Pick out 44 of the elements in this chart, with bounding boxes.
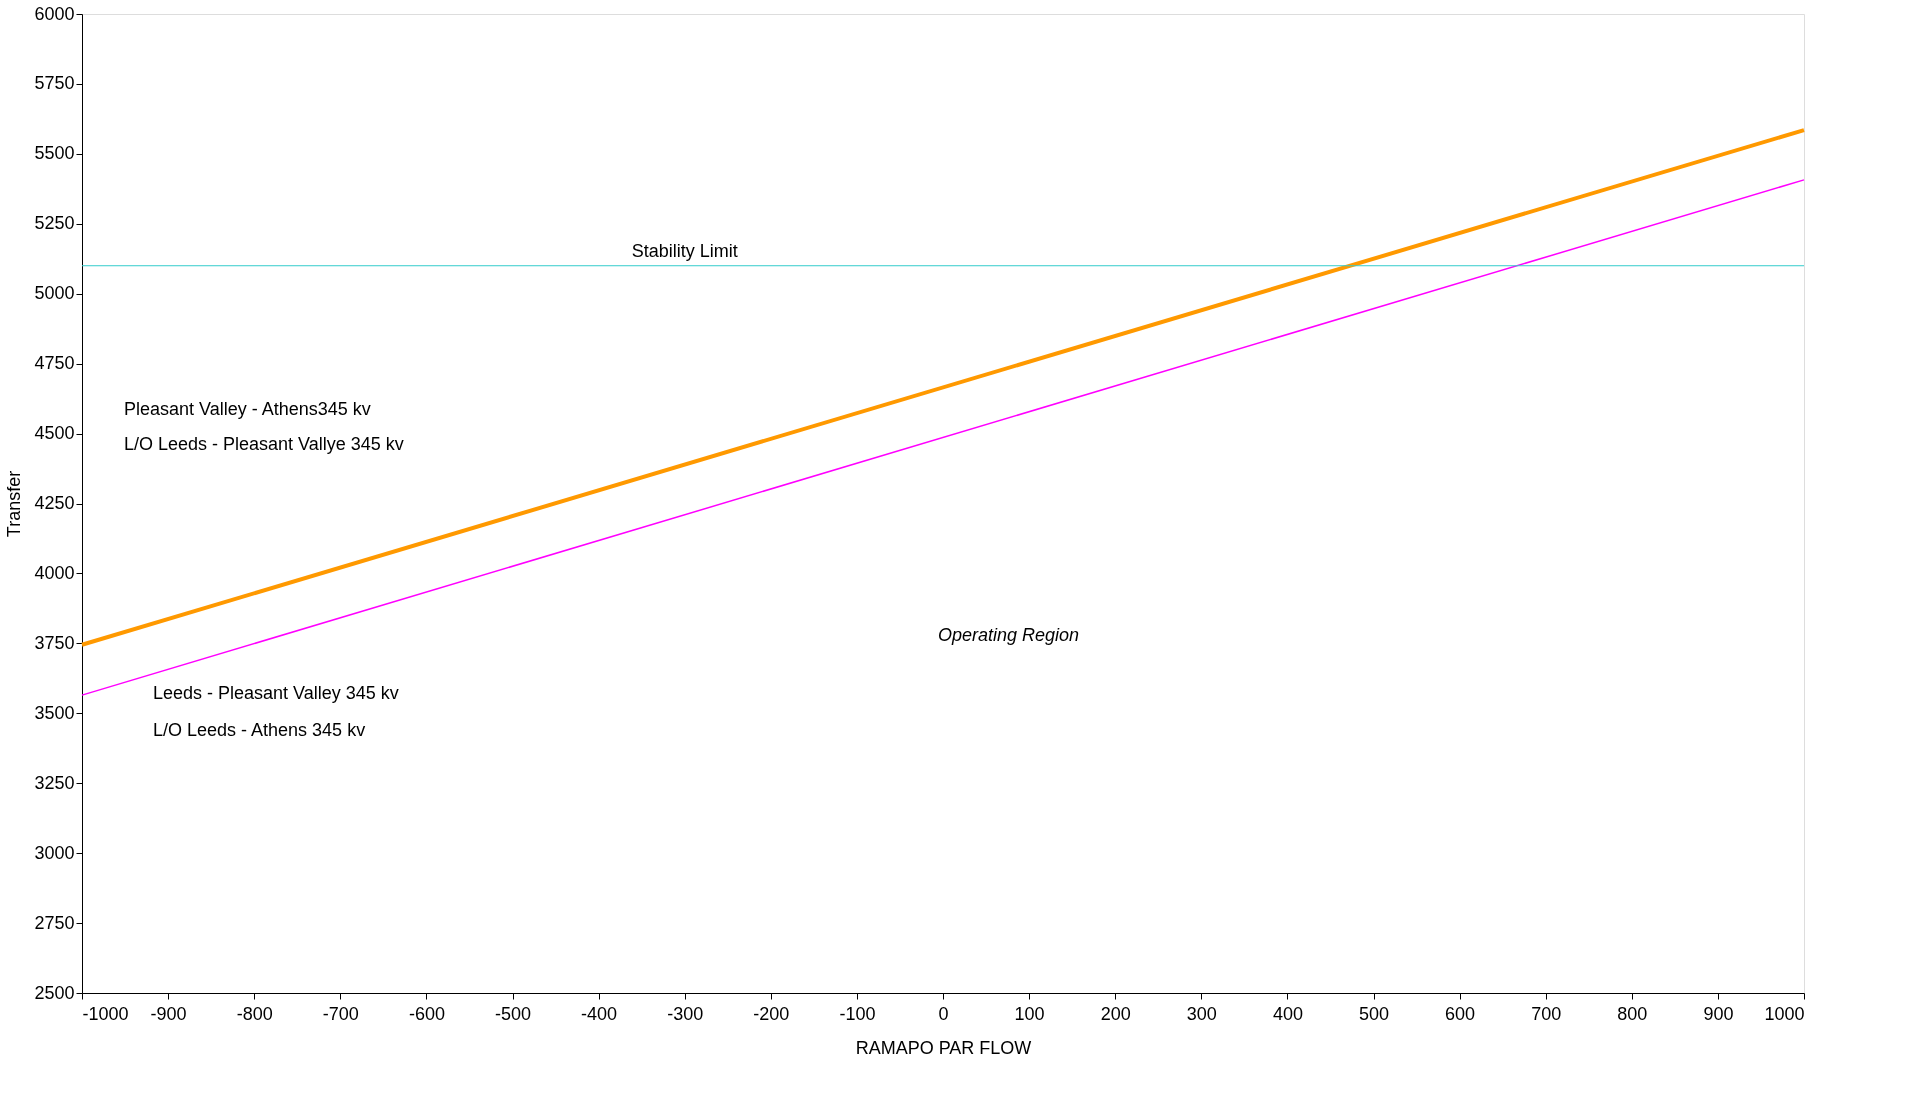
y-tick-label: 2750 [34, 912, 75, 933]
y-tick-label: 5750 [34, 73, 75, 94]
x-tick-label: -1000 [82, 1003, 129, 1024]
y-tick-label: 5000 [34, 283, 75, 304]
x-tick-label: 900 [1703, 1003, 1734, 1024]
y-tick-label: 6000 [34, 3, 75, 24]
y-tick-label: 5250 [34, 213, 75, 234]
x-tick-label: 200 [1100, 1003, 1131, 1024]
x-tick-label: 600 [1445, 1003, 1476, 1024]
annotation: L/O Leeds - Pleasant Vallye 345 kv [124, 433, 404, 454]
x-tick-label: -300 [667, 1003, 704, 1024]
y-tick-label: 5500 [34, 143, 75, 164]
x-tick-label: -100 [839, 1003, 876, 1024]
y-axis-title: Transfer [4, 470, 25, 538]
x-tick-label: 0 [938, 1003, 949, 1024]
x-tick-label: -800 [236, 1003, 273, 1024]
y-tick-label: 4000 [34, 562, 75, 583]
x-tick-label: 800 [1617, 1003, 1648, 1024]
x-tick-label: -500 [494, 1003, 532, 1024]
x-tick-label: 100 [1014, 1003, 1045, 1024]
x-tick-label: -700 [322, 1003, 359, 1024]
y-tick-label: 3250 [34, 772, 75, 793]
y-tick-label: 3000 [34, 842, 75, 863]
x-tick-label: 400 [1272, 1003, 1303, 1024]
x-tick-label: 500 [1358, 1003, 1390, 1024]
x-tick-label: -900 [150, 1003, 187, 1024]
x-tick-label: 300 [1186, 1003, 1217, 1024]
annotation: Leeds - Pleasant Valley 345 kv [153, 683, 399, 704]
x-tick-label: -200 [753, 1003, 790, 1024]
x-tick-label: -600 [408, 1003, 445, 1024]
annotation: L/O Leeds - Athens 345 kv [153, 719, 366, 740]
y-tick-label: 4750 [34, 353, 75, 374]
x-axis-title: RAMAPO PAR FLOW [855, 1037, 1032, 1058]
annotation: Operating Region [938, 624, 1080, 645]
y-tick-label: 3500 [34, 702, 75, 723]
y-tick-label: 4250 [34, 493, 75, 513]
y-tick-label: 3750 [34, 632, 75, 653]
y-tick-label: 4500 [34, 423, 75, 444]
annotation: Pleasant Valley - Athens345 kv [124, 399, 371, 420]
x-tick-label: 700 [1531, 1003, 1562, 1024]
x-tick-label: 1000 [1764, 1003, 1805, 1024]
x-tick-label: -400 [581, 1003, 618, 1024]
y-tick-label: 2500 [34, 982, 75, 1003]
ref-line-label: Stability Limit [631, 240, 738, 261]
